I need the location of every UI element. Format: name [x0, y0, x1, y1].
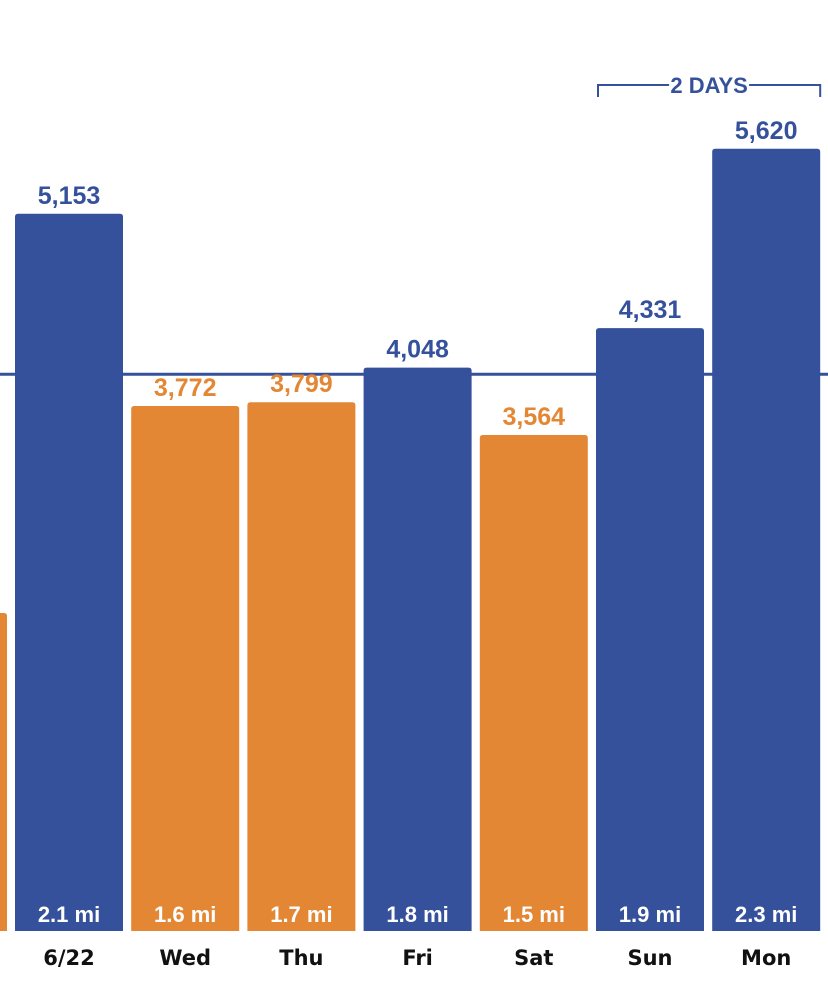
distance-label: 2.1 mi — [38, 902, 100, 927]
bar-wed — [131, 405, 240, 931]
distance-label: 1.6 mi — [154, 902, 216, 927]
annotation-bracket — [597, 84, 822, 97]
two-day-annotation: 2 DAYS — [597, 73, 822, 98]
distance-label: 1.8 mi — [386, 902, 448, 927]
category-label: Mon — [741, 946, 791, 970]
bar-thu — [247, 402, 356, 931]
value-label: 3,772 — [154, 374, 217, 402]
value-label: 3,799 — [270, 370, 333, 398]
category-label: Sun — [627, 946, 672, 970]
value-label: 5,620 — [735, 117, 798, 145]
category-label: Sat — [514, 946, 553, 970]
distance-label: 2.3 mi — [735, 902, 797, 927]
partial-bar — [0, 613, 7, 931]
value-label: 3,564 — [503, 403, 566, 431]
value-label: 5,153 — [38, 182, 101, 210]
bar-sat — [479, 434, 588, 931]
bar-sun — [596, 328, 704, 931]
category-label: Wed — [159, 946, 211, 970]
category-label: Thu — [279, 946, 323, 970]
value-label: 4,331 — [619, 296, 682, 324]
distance-label: 1.7 mi — [270, 902, 332, 927]
labels-layer: 5,153 2.1 mi 6/22 3,772 1.6 mi Wed 3,799 1.7 mi… — [38, 117, 798, 970]
annotation-label: 2 DAYS — [670, 73, 747, 98]
category-label: Fri — [402, 946, 433, 970]
value-label: 4,048 — [386, 336, 449, 364]
distance-label: 1.5 mi — [503, 902, 565, 927]
bar-6-22 — [15, 213, 123, 932]
bar-mon — [712, 148, 821, 931]
bar-fri — [363, 367, 472, 931]
bars-layer — [0, 148, 821, 932]
category-label: 6/22 — [43, 946, 95, 970]
distance-label: 1.9 mi — [619, 902, 681, 927]
